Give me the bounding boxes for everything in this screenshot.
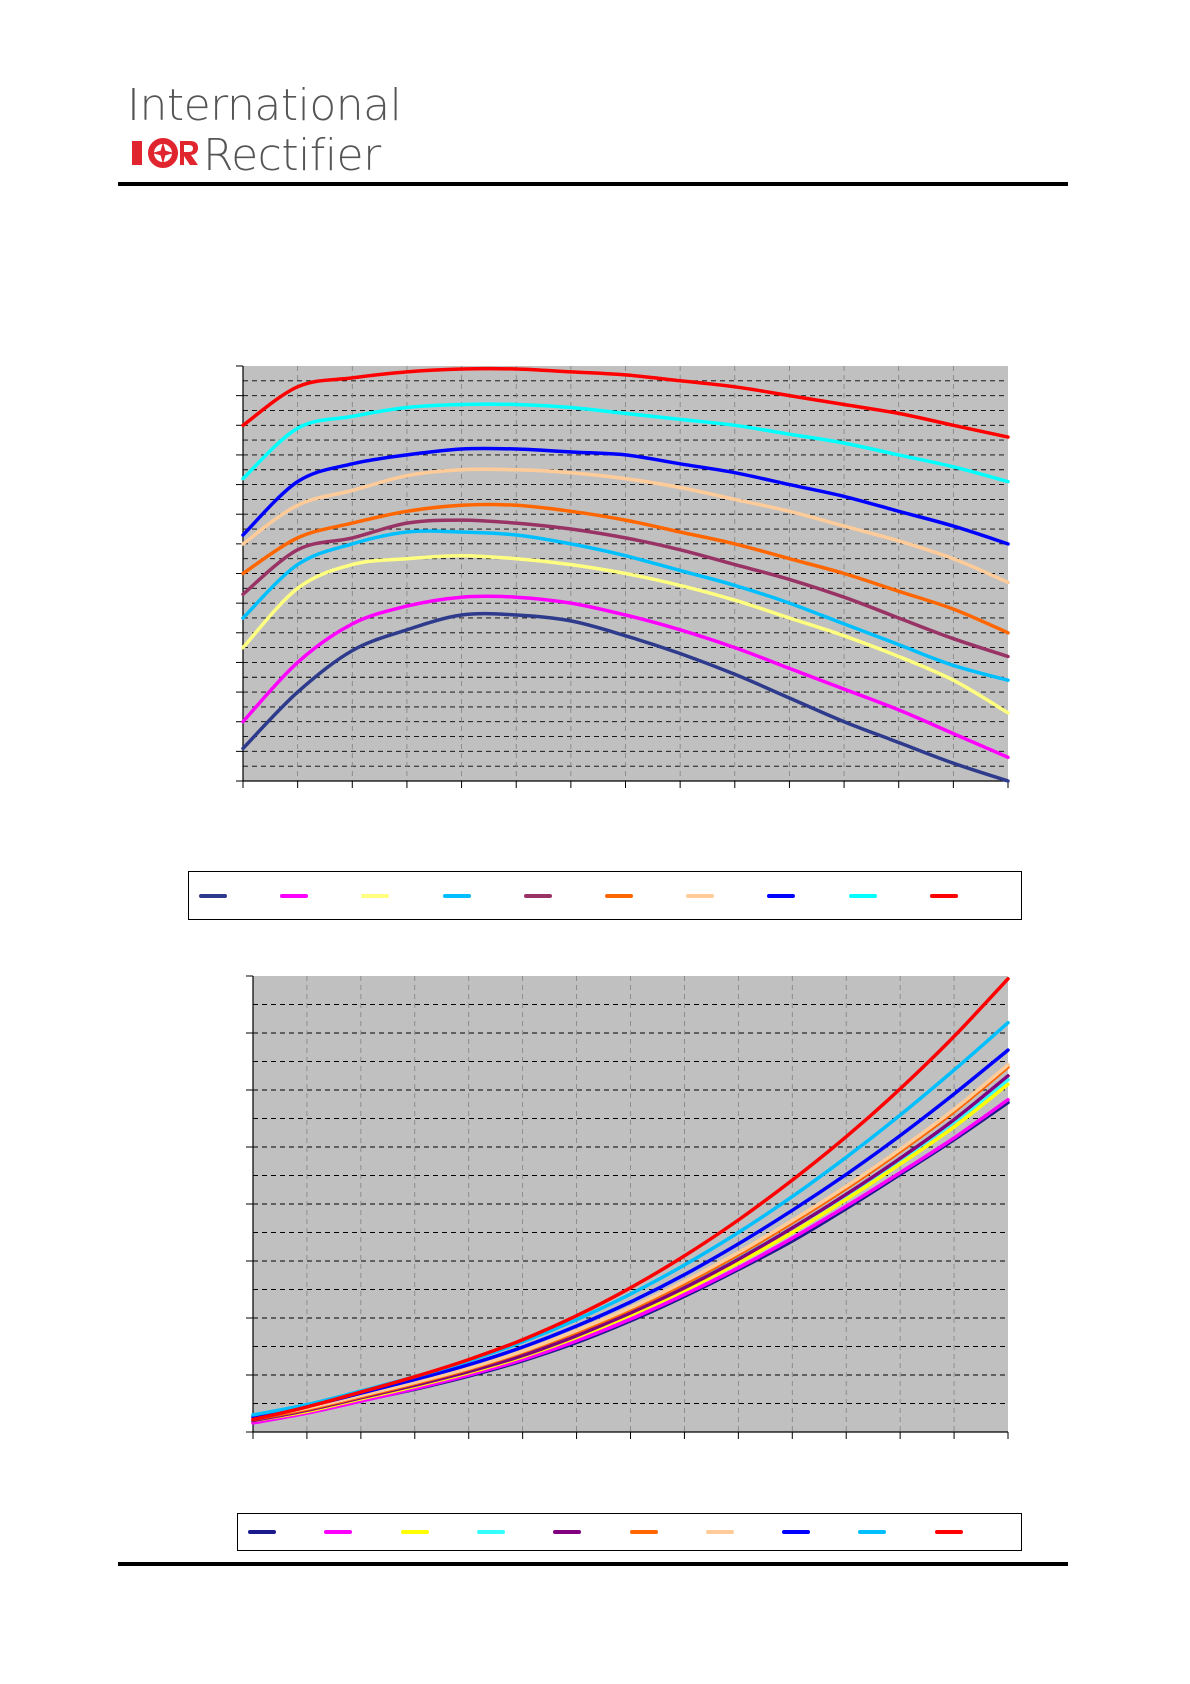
legend-swatch-1	[248, 1530, 276, 1534]
series-line-7	[241, 467, 1010, 585]
series-line-2	[241, 594, 1010, 760]
series-line-4	[241, 529, 1010, 682]
ior-logo-mark-icon	[132, 138, 198, 168]
legend-swatch-3	[361, 893, 390, 898]
legend-swatch-4	[476, 1530, 505, 1534]
logo-text-line1: International	[127, 80, 402, 131]
legend-swatch-9	[848, 893, 877, 898]
legend-swatch-8	[782, 1530, 811, 1534]
legend-swatch-8	[767, 893, 796, 898]
series-line-5	[241, 518, 1010, 659]
series-line-9	[241, 402, 1010, 484]
series-line-3	[241, 553, 1010, 715]
series-line-1	[241, 611, 1010, 783]
legend-swatch-10	[934, 1530, 963, 1534]
legend-swatch-6	[629, 1530, 658, 1534]
series-line-6	[241, 502, 1010, 635]
legend-swatch-10	[929, 893, 958, 898]
legend-swatch-5	[523, 893, 552, 898]
chart-1-plot	[236, 365, 1010, 788]
legend-swatch-2	[280, 893, 309, 898]
legend-swatch-4	[442, 893, 471, 898]
legend-swatch-3	[400, 1530, 429, 1534]
legend-swatch-9	[858, 1530, 887, 1534]
series-line-10	[241, 366, 1010, 439]
logo-text-line2: Rectifier	[203, 130, 381, 181]
series-line-8	[241, 446, 1010, 546]
legend-swatch-6	[605, 893, 633, 898]
legend-swatch-7	[686, 893, 715, 898]
legend-swatch-5	[553, 1530, 582, 1534]
header-rule	[118, 182, 1068, 186]
chart-2-legend	[237, 1513, 1022, 1551]
legend-swatch-2	[324, 1530, 353, 1534]
legend-swatch-7	[705, 1530, 734, 1534]
company-logo: International Rectifier	[125, 80, 402, 181]
footer-rule	[118, 1562, 1068, 1566]
legend-swatch-1	[199, 893, 227, 898]
chart-1-legend	[188, 871, 1022, 920]
